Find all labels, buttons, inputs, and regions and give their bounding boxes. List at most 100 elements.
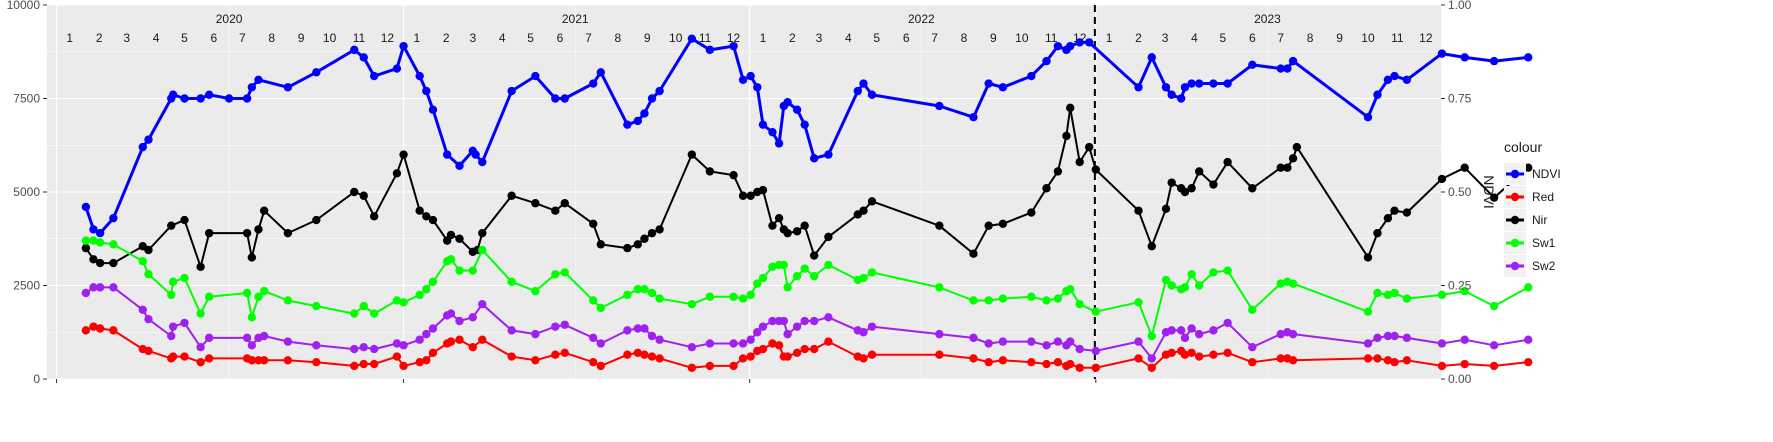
data-point-sw2 — [1053, 337, 1063, 346]
data-point-nir — [633, 240, 642, 249]
data-point-nir — [1053, 167, 1063, 176]
data-point-sw2 — [647, 331, 657, 341]
data-point-red — [1437, 361, 1447, 371]
data-point-nir — [428, 215, 438, 225]
data-point-nir — [1027, 208, 1036, 217]
data-point-ndvi — [783, 98, 792, 107]
data-point-nir — [729, 170, 738, 180]
data-point-ndvi — [196, 94, 205, 103]
month-label: 1 — [1106, 31, 1113, 45]
data-point-nir — [1460, 163, 1469, 172]
data-point-sw1 — [455, 266, 464, 275]
data-point-sw1 — [758, 273, 768, 283]
data-point-sw2 — [369, 344, 379, 354]
data-point-ndvi — [1489, 56, 1499, 66]
month-label: 9 — [298, 31, 305, 45]
data-point-nir — [935, 221, 944, 230]
data-point-ndvi — [1167, 90, 1176, 99]
data-point-ndvi — [738, 75, 748, 85]
month-label: 12 — [1419, 31, 1433, 45]
month-label: 4 — [153, 31, 160, 45]
data-point-ndvi — [647, 94, 657, 103]
month-label: 10 — [323, 31, 337, 45]
data-point-nir — [705, 167, 715, 176]
data-point-sw1 — [259, 286, 269, 296]
data-point-sw2 — [1460, 335, 1469, 344]
data-point-red — [1134, 354, 1143, 363]
data-point-sw1 — [589, 296, 598, 305]
data-point-nir — [312, 215, 321, 225]
year-label: 2022 — [908, 12, 935, 26]
axes: 0 2500 5000 7500 10000 0.00 0.25 0.50 0.75 1.00 — [7, 0, 1472, 386]
data-point-nir — [392, 169, 402, 178]
data-point-red — [247, 356, 257, 365]
data-point-red — [647, 352, 657, 361]
data-point-nir — [1066, 103, 1075, 113]
data-point-sw2 — [969, 333, 978, 343]
data-point-ndvi — [1053, 41, 1063, 51]
data-point-nir — [283, 228, 293, 238]
data-point-red — [809, 344, 819, 354]
data-point-red — [1194, 352, 1204, 361]
data-point-ndvi — [774, 139, 784, 148]
data-point-ndvi — [746, 71, 755, 81]
legend-label: Red — [1532, 190, 1554, 204]
data-point-nir — [998, 219, 1008, 228]
data-point-red — [1066, 359, 1075, 369]
data-point-sw1 — [1402, 294, 1412, 303]
legend-label: Nir — [1532, 213, 1547, 227]
data-point-red — [560, 348, 569, 358]
legend-entries: NDVI Red Nir Sw1 Sw2 — [1504, 163, 1561, 277]
data-point-ndvi — [867, 90, 877, 99]
data-point-sw2 — [758, 322, 768, 331]
data-point-ndvi — [224, 94, 234, 103]
month-label: 11 — [1045, 31, 1058, 45]
data-point-sw2 — [1194, 329, 1204, 339]
data-point-nir — [640, 234, 649, 243]
data-point-red — [350, 361, 359, 371]
data-point-nir — [359, 191, 368, 200]
data-point-ndvi — [1288, 56, 1298, 66]
data-point-sw2 — [687, 343, 697, 352]
data-point-sw1 — [369, 309, 379, 318]
data-point-red — [1075, 363, 1084, 372]
data-point-sw1 — [1194, 281, 1204, 290]
data-point-nir — [1042, 184, 1051, 193]
data-point-sw1 — [1134, 298, 1143, 307]
data-point-sw1 — [633, 285, 642, 294]
data-point-red — [783, 352, 792, 361]
data-point-ndvi — [596, 68, 606, 77]
month-label: 9 — [990, 31, 997, 45]
data-point-ndvi — [998, 83, 1008, 92]
data-point-ndvi — [531, 71, 540, 81]
data-point-nir — [180, 215, 189, 225]
data-point-red — [1209, 350, 1218, 359]
data-point-nir — [455, 234, 464, 243]
data-point-ndvi — [81, 202, 91, 212]
month-label: 4 — [499, 31, 506, 45]
data-point-nir — [1292, 142, 1302, 152]
data-point-sw2 — [455, 316, 464, 326]
data-point-ndvi — [729, 41, 738, 51]
data-point-red — [1042, 359, 1051, 369]
data-point-sw1 — [1383, 290, 1393, 300]
data-point-sw2 — [1437, 339, 1447, 348]
data-point-sw2 — [1390, 331, 1399, 341]
data-point-sw2 — [167, 331, 176, 341]
month-label: 6 — [211, 31, 218, 45]
data-point-ndvi — [1437, 49, 1447, 58]
data-point-nir — [551, 206, 560, 215]
data-point-red — [204, 354, 214, 363]
data-point-sw2 — [144, 314, 153, 324]
data-point-nir — [1075, 157, 1084, 167]
data-point-ndvi — [969, 113, 978, 122]
month-label: 3 — [123, 31, 130, 45]
data-point-ndvi — [168, 90, 178, 99]
data-point-sw1 — [167, 290, 176, 300]
data-point-sw1 — [109, 240, 118, 249]
data-point-ndvi — [507, 86, 516, 96]
data-point-sw1 — [1147, 331, 1156, 341]
data-point-sw1 — [89, 236, 98, 245]
data-point-nir — [867, 197, 877, 206]
data-point-red — [640, 350, 649, 359]
